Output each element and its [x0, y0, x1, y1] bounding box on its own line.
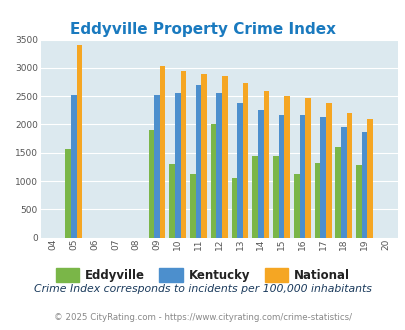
Bar — [252, 155, 257, 238]
Bar — [367, 119, 372, 238]
Bar — [175, 93, 180, 238]
Bar — [320, 117, 325, 238]
Bar — [305, 98, 310, 238]
Bar — [180, 71, 185, 238]
Bar — [355, 165, 361, 238]
Bar — [169, 164, 175, 238]
Bar — [159, 66, 165, 238]
Bar — [237, 103, 242, 238]
Bar — [231, 178, 237, 238]
Bar — [257, 110, 263, 238]
Bar — [340, 127, 346, 238]
Bar — [77, 45, 82, 238]
Bar — [242, 83, 248, 238]
Bar — [201, 74, 207, 238]
Bar — [293, 174, 299, 238]
Text: Eddyville Property Crime Index: Eddyville Property Crime Index — [70, 22, 335, 37]
Bar — [361, 132, 367, 238]
Bar — [71, 95, 77, 238]
Bar — [314, 163, 320, 238]
Bar — [195, 85, 201, 238]
Bar — [284, 96, 289, 238]
Text: Crime Index corresponds to incidents per 100,000 inhabitants: Crime Index corresponds to incidents per… — [34, 284, 371, 294]
Bar — [299, 115, 305, 238]
Bar — [263, 90, 269, 238]
Bar — [216, 93, 222, 238]
Bar — [65, 148, 71, 238]
Text: © 2025 CityRating.com - https://www.cityrating.com/crime-statistics/: © 2025 CityRating.com - https://www.city… — [54, 313, 351, 322]
Legend: Eddyville, Kentucky, National: Eddyville, Kentucky, National — [51, 263, 354, 286]
Bar — [278, 115, 284, 238]
Bar — [335, 147, 340, 238]
Bar — [222, 76, 227, 238]
Bar — [154, 95, 159, 238]
Bar — [148, 130, 154, 238]
Bar — [346, 113, 352, 238]
Bar — [210, 124, 216, 238]
Bar — [325, 103, 331, 238]
Bar — [190, 174, 195, 238]
Bar — [273, 155, 278, 238]
